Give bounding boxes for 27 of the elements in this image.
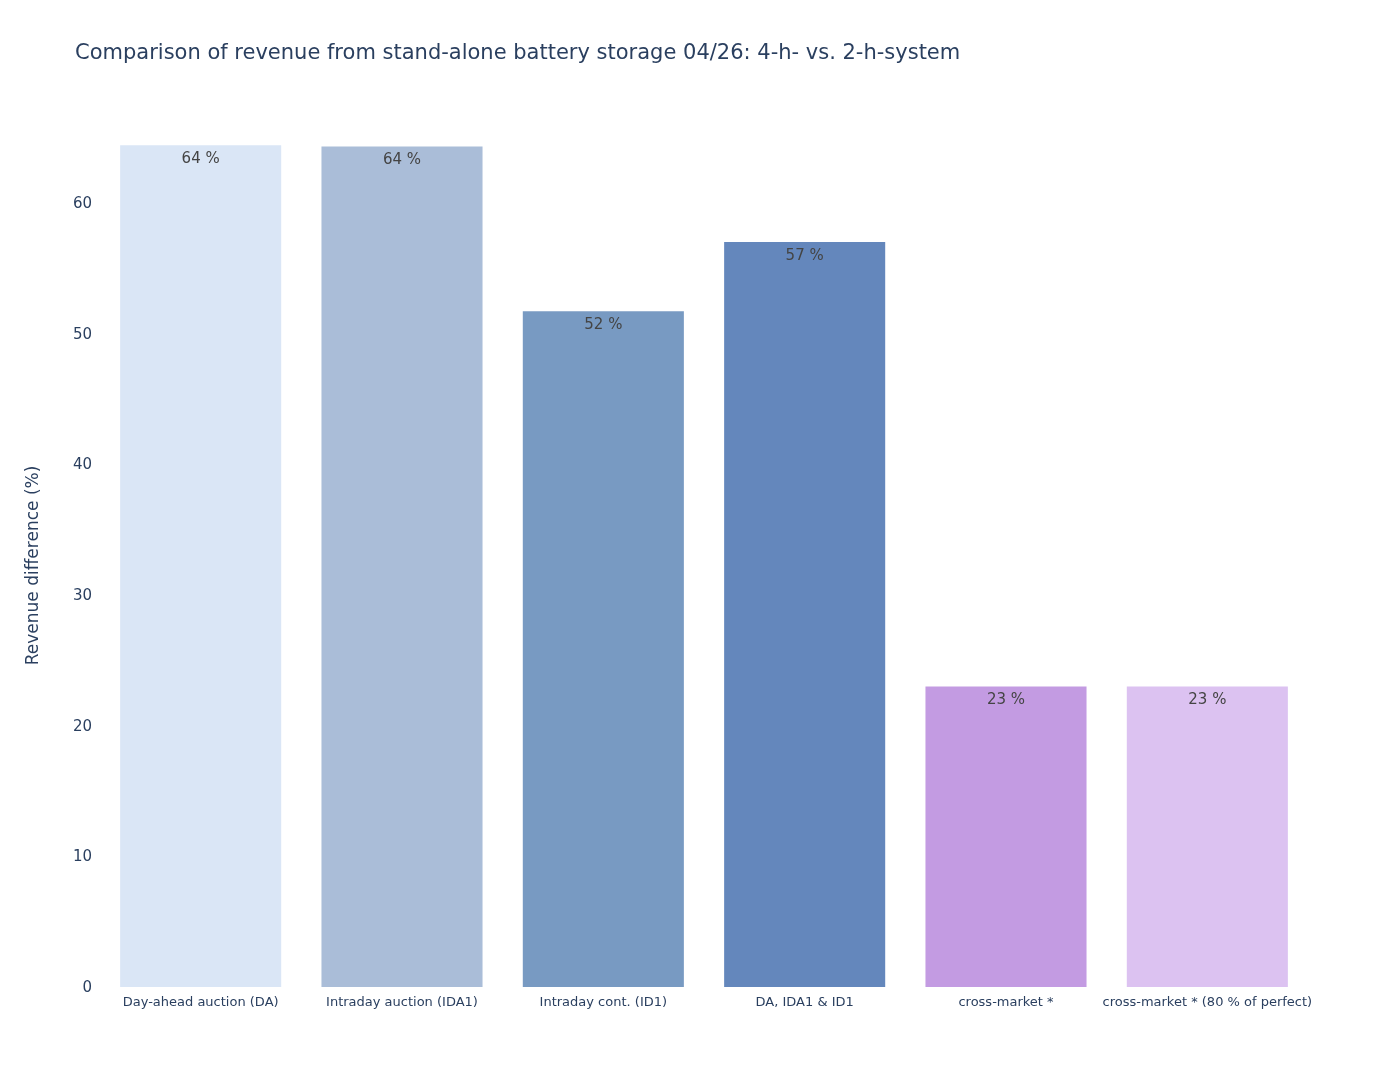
data-label: 52 % (584, 314, 623, 333)
y-axis-title: Revenue difference (%) (21, 465, 42, 666)
bar (724, 242, 886, 987)
y-tick-label: 40 (72, 455, 92, 474)
data-label: 23 % (1188, 689, 1227, 708)
x-tick-label: Intraday cont. (ID1) (539, 994, 668, 1009)
x-tick-label: cross-market * (958, 994, 1055, 1009)
x-tick-label: DA, IDA1 & ID1 (755, 994, 854, 1009)
y-tick-label: 30 (72, 585, 92, 604)
x-tick-label: cross-market * (80 % of perfect) (1102, 994, 1313, 1009)
y-tick-label: 0 (82, 978, 92, 996)
bar (321, 146, 483, 987)
y-tick-label: 20 (72, 716, 92, 735)
x-tick-label: Intraday auction (IDA1) (326, 994, 478, 1009)
data-label: 57 % (785, 245, 824, 264)
y-tick-label: 60 (72, 193, 92, 212)
data-label: 64 % (181, 148, 220, 167)
data-label: 64 % (382, 150, 422, 169)
y-tick-label: 50 (72, 324, 92, 343)
bar (522, 311, 684, 987)
x-tick-label: Day-ahead auction (DA) (122, 994, 279, 1009)
data-label: 23 % (986, 689, 1026, 708)
y-tick-label: 10 (72, 847, 92, 866)
bar (1126, 686, 1288, 987)
chart-title: Comparison of revenue from stand-alone battery storage 04/26: 4-h- vs. 2-h-system (75, 39, 961, 64)
bar (925, 686, 1087, 987)
bar (120, 145, 282, 987)
